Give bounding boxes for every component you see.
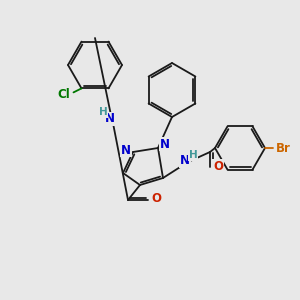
Text: H: H	[99, 107, 107, 117]
Text: Br: Br	[276, 142, 290, 154]
Text: O: O	[213, 160, 223, 172]
Text: N: N	[121, 143, 131, 157]
Text: N: N	[160, 137, 170, 151]
Text: N: N	[180, 154, 190, 167]
Text: O: O	[151, 193, 161, 206]
Text: N: N	[105, 112, 115, 125]
Text: Cl: Cl	[57, 88, 70, 101]
Text: H: H	[189, 150, 197, 160]
